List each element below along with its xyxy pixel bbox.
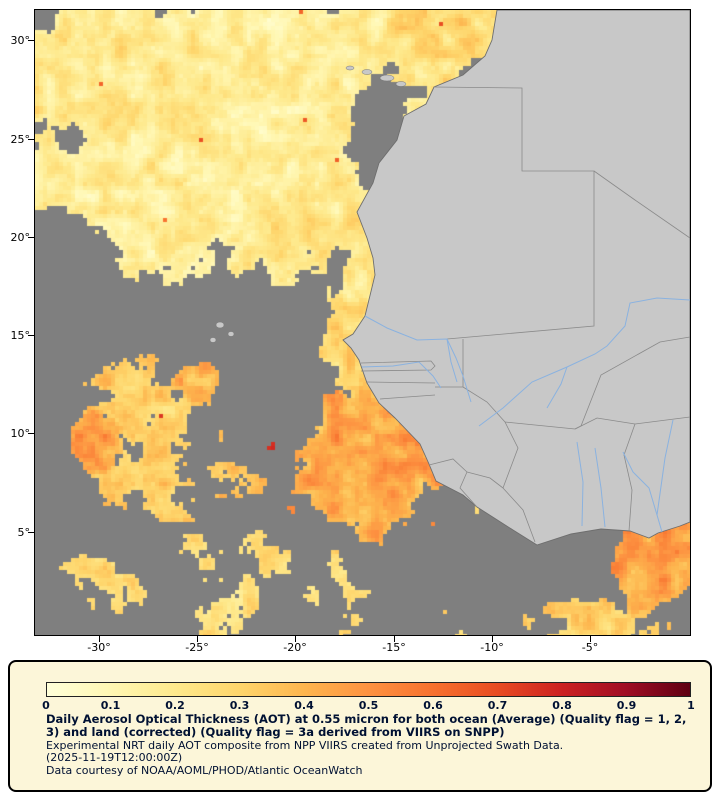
product-subtitle: Experimental NRT daily AOT composite fro… xyxy=(46,738,564,752)
colorbar-tick-label: 0.6 xyxy=(423,699,443,712)
product-title: Daily Aerosol Optical Thickness (AOT) at… xyxy=(46,712,687,740)
lat-label: 25° xyxy=(10,133,31,146)
colorbar-tick-label: 0.8 xyxy=(552,699,572,712)
land-west-africa xyxy=(342,10,690,546)
product-timestamp: (2025-11-19T12:00:00Z) xyxy=(46,751,183,765)
rivers xyxy=(361,297,690,533)
colorbar-tick-label: 0.3 xyxy=(229,699,250,712)
lon-tick xyxy=(99,636,100,642)
colorbar-scale: 0 0.1 0.2 0.3 0.4 0.5 0.6 0.7 0.8 0.9 1 xyxy=(42,697,695,713)
colorbar xyxy=(46,682,691,697)
lat-tick xyxy=(28,40,34,41)
lat-tick xyxy=(28,532,34,533)
colorbar-tick-label: 0.9 xyxy=(616,699,637,712)
country-borders xyxy=(360,86,690,543)
map-vector-overlay xyxy=(209,10,690,546)
lon-label: -25° xyxy=(185,641,209,654)
colorbar-tick-label: 0.1 xyxy=(100,699,121,712)
lat-label: 10° xyxy=(10,427,31,440)
colorbar-tick-label: 0.7 xyxy=(487,699,508,712)
lon-tick xyxy=(394,636,395,642)
lon-label: -20° xyxy=(283,641,307,654)
lon-tick xyxy=(590,636,591,642)
lat-tick xyxy=(28,335,34,336)
lon-label: -10° xyxy=(480,641,504,654)
colorbar-tick-label: 1 xyxy=(687,699,695,712)
map-plot xyxy=(34,9,691,636)
lon-tick xyxy=(197,636,198,642)
lat-label: 5° xyxy=(17,526,31,539)
product-credit: Data courtesy of NOAA/AOML/PHOD/Atlantic… xyxy=(46,764,363,778)
colorbar-tick-label: 0.4 xyxy=(294,699,314,712)
lon-tick xyxy=(492,636,493,642)
legend-text: Daily Aerosol Optical Thickness (AOT) at… xyxy=(46,712,698,778)
colorbar-tick-label: 0 xyxy=(42,699,50,712)
islands xyxy=(209,65,407,343)
lon-label: -30° xyxy=(87,641,111,654)
lon-label: -5° xyxy=(581,641,599,654)
lat-label: 15° xyxy=(10,329,31,342)
lon-label: -15° xyxy=(382,641,406,654)
lat-tick xyxy=(28,237,34,238)
lat-tick xyxy=(28,433,34,434)
legend-panel: 0 0.1 0.2 0.3 0.4 0.5 0.6 0.7 0.8 0.9 1 … xyxy=(8,660,712,792)
colorbar-tick-label: 0.2 xyxy=(165,699,185,712)
lat-label: 30° xyxy=(10,34,31,47)
lat-tick xyxy=(28,139,34,140)
colorbar-tick-label: 0.5 xyxy=(358,699,379,712)
lat-label: 20° xyxy=(10,231,31,244)
lon-tick xyxy=(295,636,296,642)
